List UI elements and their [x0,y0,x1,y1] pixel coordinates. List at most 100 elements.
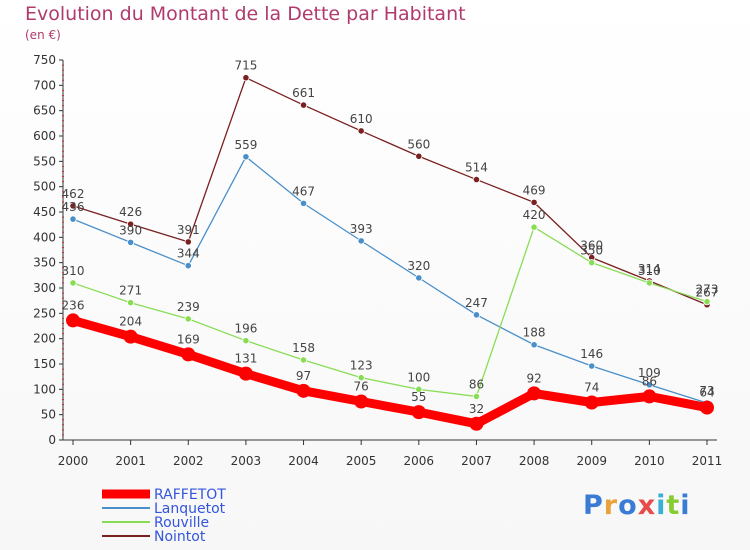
data-point [127,238,135,246]
data-label: 188 [523,326,546,340]
data-point [645,279,653,287]
data-label: 131 [234,352,257,366]
data-point [415,385,423,393]
data-point [527,386,542,401]
data-label: 146 [580,347,603,361]
logo-letter: P [583,490,604,521]
data-point [415,274,423,282]
data-label: 239 [177,300,200,314]
data-label: 236 [62,298,85,312]
y-tick-label: 400 [33,230,56,244]
data-label: 390 [119,223,142,237]
data-label: 32 [469,402,484,416]
data-label: 560 [407,137,430,151]
data-point [357,127,365,135]
x-tick-label: 2004 [288,454,319,468]
data-point [66,313,80,328]
data-label: 360 [580,239,603,253]
data-label: 271 [119,284,142,298]
x-tick-label: 2011 [692,454,723,468]
data-label: 391 [177,223,200,237]
data-point [123,329,138,344]
data-label: 320 [407,259,430,273]
data-point [242,153,250,161]
series-nointot: 462 426 391 715 661 610 560 514 469 360 314 267 [62,59,719,309]
data-label: 310 [638,264,661,278]
y-tick-label: 450 [33,205,56,219]
data-label: 64 [699,386,714,400]
y-tick-label: 100 [33,382,56,396]
series-lanquetot: 436 390 344 559 467 393 320 247 188 146 109 73 [62,138,715,407]
series-line [72,226,708,398]
data-label: 462 [62,187,85,201]
y-tick-label: 50 [41,408,56,422]
y-tick-label: 500 [33,180,56,194]
data-point [184,238,192,246]
data-point [411,405,426,420]
x-tick-label: 2002 [173,454,204,468]
data-label: 393 [350,222,373,236]
logo-letter: t [666,490,681,521]
data-label: 169 [177,332,200,346]
data-point [472,311,481,319]
data-point [642,389,657,404]
logo-letter: i [656,490,667,521]
data-point [242,337,250,345]
y-tick-label: 350 [33,256,56,270]
series-rouville: 310 271 239 196 158 123 100 86 420 350 310 273 [62,208,718,401]
data-point [296,383,311,398]
data-label: 73 [699,384,714,398]
data-label: 314 [638,262,661,276]
data-point [357,237,365,245]
y-tick-label: 150 [33,357,56,371]
logo-letter: r [603,490,619,521]
x-tick-label: 2010 [634,454,665,468]
data-label: 204 [119,315,142,329]
legend-label: Rouville [154,515,209,531]
data-label: 92 [526,371,541,385]
data-point [238,366,253,381]
data-label: 610 [350,112,373,126]
x-tick-label: 2007 [461,454,492,468]
x-tick-label: 2008 [519,454,550,468]
data-label: 267 [696,286,719,300]
data-label: 109 [638,366,661,380]
data-point [700,400,714,415]
data-label: 467 [292,184,315,198]
data-point [299,101,308,109]
data-point [357,374,365,382]
data-point [127,299,135,307]
data-label: 715 [234,59,257,73]
y-tick-label: 250 [33,306,56,320]
data-point [530,341,538,349]
data-label: 514 [465,161,488,175]
data-point [588,259,596,267]
data-label: 436 [62,200,85,214]
y-tick-label: 0 [48,433,56,447]
y-tick-label: 200 [33,332,56,346]
data-point [69,279,77,287]
legend-label: RAFFETOT [154,487,226,503]
proxiti-logo: Proxiti [583,490,691,521]
data-point [69,202,77,210]
x-tick-label: 2009 [576,454,607,468]
data-point [299,199,308,207]
data-point [472,175,481,184]
data-point [127,220,135,228]
data-point [184,315,192,323]
data-point [645,381,653,389]
x-tick-label: 2003 [231,454,262,468]
data-label: 158 [292,341,315,355]
chart-title: Evolution du Montant de la Dette par Hab… [25,3,466,25]
x-tick-label: 2005 [346,454,377,468]
legend-label: Nointot [154,529,206,545]
legend-label: Lanquetot [154,501,226,517]
data-label: 123 [350,359,373,373]
x-tick-label: 2006 [404,454,435,468]
data-point [69,215,77,223]
chart-subtitle: (en €) [25,28,61,42]
data-label: 86 [469,377,484,391]
x-tick-label: 2000 [58,454,89,468]
data-label: 97 [296,369,311,383]
y-tick-label: 650 [33,104,56,118]
